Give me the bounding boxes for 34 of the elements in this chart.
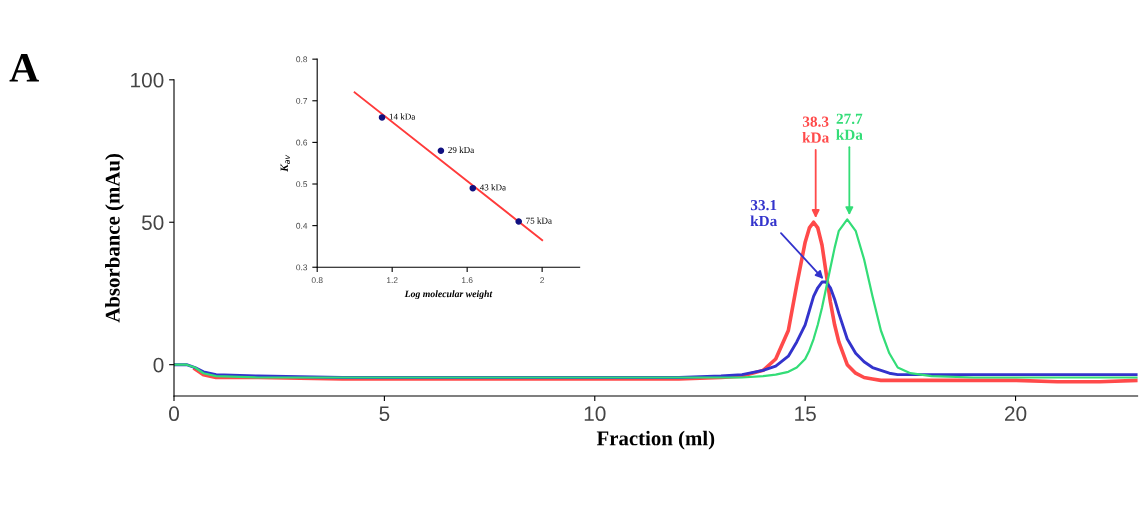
x-tick-label: 10 <box>584 406 606 422</box>
annotation: 27.7 kDa <box>836 113 863 140</box>
y-tick-label: 0.5 <box>296 181 308 188</box>
y-tick-label: 0.4 <box>296 222 308 229</box>
y-tick-label: 100 <box>131 72 164 88</box>
y-tick-label: 0.6 <box>296 139 308 146</box>
annotation: 29 kDa <box>448 146 475 153</box>
y-tick-label: 50 <box>141 215 164 230</box>
annotation: 14 kDa <box>389 113 416 120</box>
x-tick-label: 1.6 <box>462 277 473 284</box>
x-axis-title: Fraction (ml) <box>596 430 715 450</box>
y-tick-label: 0 <box>153 357 164 373</box>
x-tick-label: 2 <box>540 277 545 283</box>
annotation: 43 kDa <box>479 184 506 191</box>
y-tick-label: 0.7 <box>296 97 308 104</box>
point <box>515 218 523 225</box>
x-axis-title: Log molecular weight <box>404 290 493 300</box>
x-tick-label: 0.8 <box>311 277 323 284</box>
x-tick-label: 15 <box>795 406 816 422</box>
annotation: 38.3 kDa <box>802 116 830 143</box>
x-tick-label: 0 <box>169 406 179 422</box>
y-tick-label: 0.3 <box>296 264 308 271</box>
y-axis-title: K$_{av}$ <box>280 154 290 172</box>
point <box>437 147 445 155</box>
annotation: 33.1 kDa <box>750 199 778 227</box>
y-axis-title: Absorbance (mAu) <box>105 154 124 323</box>
point <box>469 184 477 192</box>
x-tick-label: 20 <box>1005 406 1027 422</box>
x-tick-label: 5 <box>379 406 390 422</box>
point <box>378 114 386 121</box>
x-tick-label: 1.2 <box>387 277 398 283</box>
y-tick-label: 0.8 <box>296 56 308 63</box>
text: A <box>9 54 39 82</box>
annotation: 75 kDa <box>526 217 552 224</box>
